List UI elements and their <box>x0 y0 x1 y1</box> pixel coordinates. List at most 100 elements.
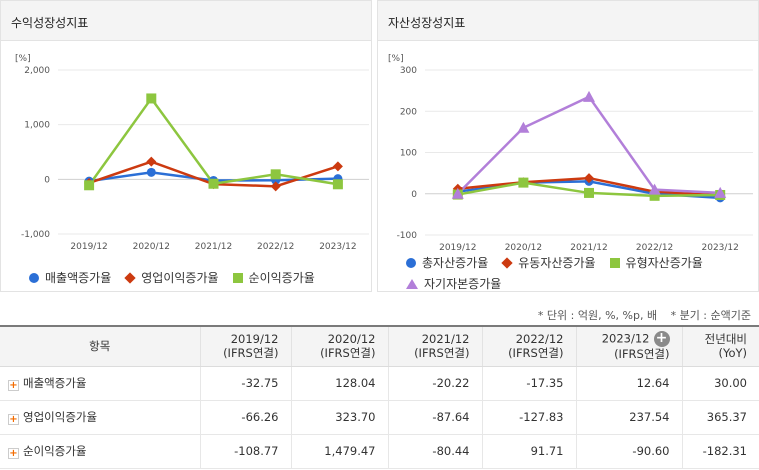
x-tick-label: 2021/12 <box>570 243 607 253</box>
legend-item[interactable]: 영업이익증가율 <box>124 269 219 286</box>
legend-item[interactable]: 자기자본증가율 <box>406 275 501 292</box>
square-marker-icon <box>609 257 620 268</box>
profitability-growth-chart: [%] -1,000 0 1,000 2,000 2019/12 2020/12 2021/1… <box>15 54 369 252</box>
header-yoy: 전년대비 (YoY) <box>681 325 759 367</box>
cell-value: -32.75 <box>199 366 291 401</box>
x-tick-label: 2023/12 <box>319 242 356 252</box>
growth-table: 항목 2019/12 (IFRS연결) 2020/12 (IFRS연결) 2021/… <box>0 325 759 469</box>
data-point[interactable] <box>584 187 594 198</box>
cell-value: 91.71 <box>481 434 576 469</box>
table-row: + 매출액증가율 -32.75 128.04 -20.22 -17.35 12.6… <box>0 366 759 401</box>
x-tick-label: 2019/12 <box>70 242 107 252</box>
square-marker-icon <box>232 272 243 283</box>
cell-value: 30.00 <box>681 366 759 401</box>
unit-note: * 단위 : 억원, %, %p, 배 <box>537 309 658 322</box>
diamond-marker-icon <box>501 256 513 269</box>
row-label[interactable]: + 순이익증가율 <box>0 434 200 469</box>
expand-columns-icon[interactable]: + <box>653 331 670 348</box>
data-point[interactable] <box>518 177 529 188</box>
y-tick-label: 100 <box>400 149 417 159</box>
legend-label: 유형자산증가율 <box>625 256 703 270</box>
legend-item[interactable]: 유형자산증가율 <box>609 254 703 271</box>
cell-value: 12.64 <box>575 366 682 401</box>
expand-row-icon[interactable]: + <box>8 380 19 391</box>
cell-value: -90.60 <box>575 434 682 469</box>
legend-label: 유동자산증가율 <box>518 256 596 270</box>
header-2022: 2022/12 (IFRS연결) <box>481 325 576 367</box>
legend-label: 총자산증가율 <box>422 256 489 270</box>
data-point[interactable] <box>146 156 157 167</box>
data-point[interactable] <box>648 183 661 195</box>
unit-label: [%] <box>15 54 31 64</box>
cell-value: -127.83 <box>481 400 576 435</box>
y-tick-label: -100 <box>397 231 418 241</box>
x-tick-label: 2019/12 <box>439 243 476 253</box>
legend-label: 매출액증가율 <box>45 271 112 285</box>
circle-marker-icon <box>29 272 39 283</box>
y-tick-label: 300 <box>400 66 417 76</box>
header-2023: 2023/12 + (IFRS연결) <box>575 325 682 367</box>
data-point[interactable] <box>649 190 660 201</box>
table-row: + 순이익증가율 -108.77 1,479.47 -80.44 91.71 -9… <box>0 434 759 469</box>
data-point[interactable] <box>84 180 95 191</box>
expand-row-icon[interactable]: + <box>8 414 19 425</box>
cell-value: 365.37 <box>681 400 759 435</box>
table-header-row: 항목 2019/12 (IFRS연결) 2020/12 (IFRS연결) 2021/… <box>0 325 759 367</box>
asset-growth-chart: [%] -100 0 100 200 300 2019/12 2020/12 2021/12 20… <box>388 54 753 253</box>
panel-title: 수익성장성지표 <box>1 1 371 41</box>
data-point[interactable] <box>270 181 281 192</box>
expand-row-icon[interactable]: + <box>8 448 19 459</box>
cell-value: 237.54 <box>575 400 682 435</box>
diamond-marker-icon <box>124 271 136 284</box>
legend-label: 영업이익증가율 <box>141 271 219 285</box>
cell-value: 323.70 <box>290 400 388 435</box>
data-point[interactable] <box>714 186 727 198</box>
header-2020: 2020/12 (IFRS연결) <box>290 325 388 367</box>
header-2019: 2019/12 (IFRS연결) <box>199 325 291 367</box>
series-line <box>88 96 339 187</box>
legend-label: 순이익증가율 <box>248 271 315 285</box>
cell-value: 128.04 <box>290 366 388 401</box>
x-tick-label: 2020/12 <box>505 243 542 253</box>
chart-legend: 매출액증가율 영업이익증가율 순이익증가율 <box>29 269 315 286</box>
y-tick-label: 200 <box>400 107 417 117</box>
legend-label: 자기자본증가율 <box>424 277 502 291</box>
header-item: 항목 <box>0 325 200 367</box>
y-tick-label: -1,000 <box>21 230 50 240</box>
data-point[interactable] <box>270 169 281 180</box>
row-label[interactable]: + 매출액증가율 <box>0 366 200 401</box>
legend-item[interactable]: 유동자산증가율 <box>501 254 596 271</box>
circle-marker-icon <box>406 257 416 268</box>
data-point[interactable] <box>208 178 219 189</box>
panel-title: 자산성장성지표 <box>378 1 758 41</box>
data-point[interactable] <box>451 187 464 199</box>
cell-value: -182.31 <box>681 434 759 469</box>
data-point[interactable] <box>583 90 595 102</box>
legend-item[interactable]: 매출액증가율 <box>29 269 111 286</box>
data-point[interactable] <box>517 121 530 133</box>
x-tick-label: 2022/12 <box>636 243 673 253</box>
data-point[interactable] <box>146 167 156 177</box>
cell-value: -87.64 <box>387 400 482 435</box>
y-tick-label: 1,000 <box>24 121 50 131</box>
data-point[interactable] <box>332 179 343 190</box>
triangle-marker-icon <box>406 278 418 289</box>
legend-item[interactable]: 총자산증가율 <box>406 254 488 271</box>
row-label[interactable]: + 영업이익증가율 <box>0 400 200 435</box>
cell-value: -20.22 <box>387 366 482 401</box>
asset-growth-panel: 자산성장성지표 [%] -100 0 100 200 300 2019/12 2020/12 2… <box>377 0 759 292</box>
data-point[interactable] <box>146 93 157 104</box>
table-row: + 영업이익증가율 -66.26 323.70 -87.64 -127.83 23… <box>0 400 759 435</box>
period-note: * 분기 : 순액기준 <box>670 309 751 322</box>
data-point[interactable] <box>584 173 594 184</box>
y-tick-label: 2,000 <box>24 66 50 76</box>
table-notes: * 단위 : 억원, %, %p, 배 * 분기 : 순액기준 <box>538 307 751 323</box>
legend-item[interactable]: 순이익증가율 <box>232 269 315 286</box>
cell-value: -80.44 <box>387 434 482 469</box>
cell-value: -66.26 <box>199 400 291 435</box>
data-point[interactable] <box>332 161 343 172</box>
y-tick-label: 0 <box>44 175 50 185</box>
unit-label: [%] <box>388 54 404 64</box>
cell-value: -108.77 <box>199 434 291 469</box>
